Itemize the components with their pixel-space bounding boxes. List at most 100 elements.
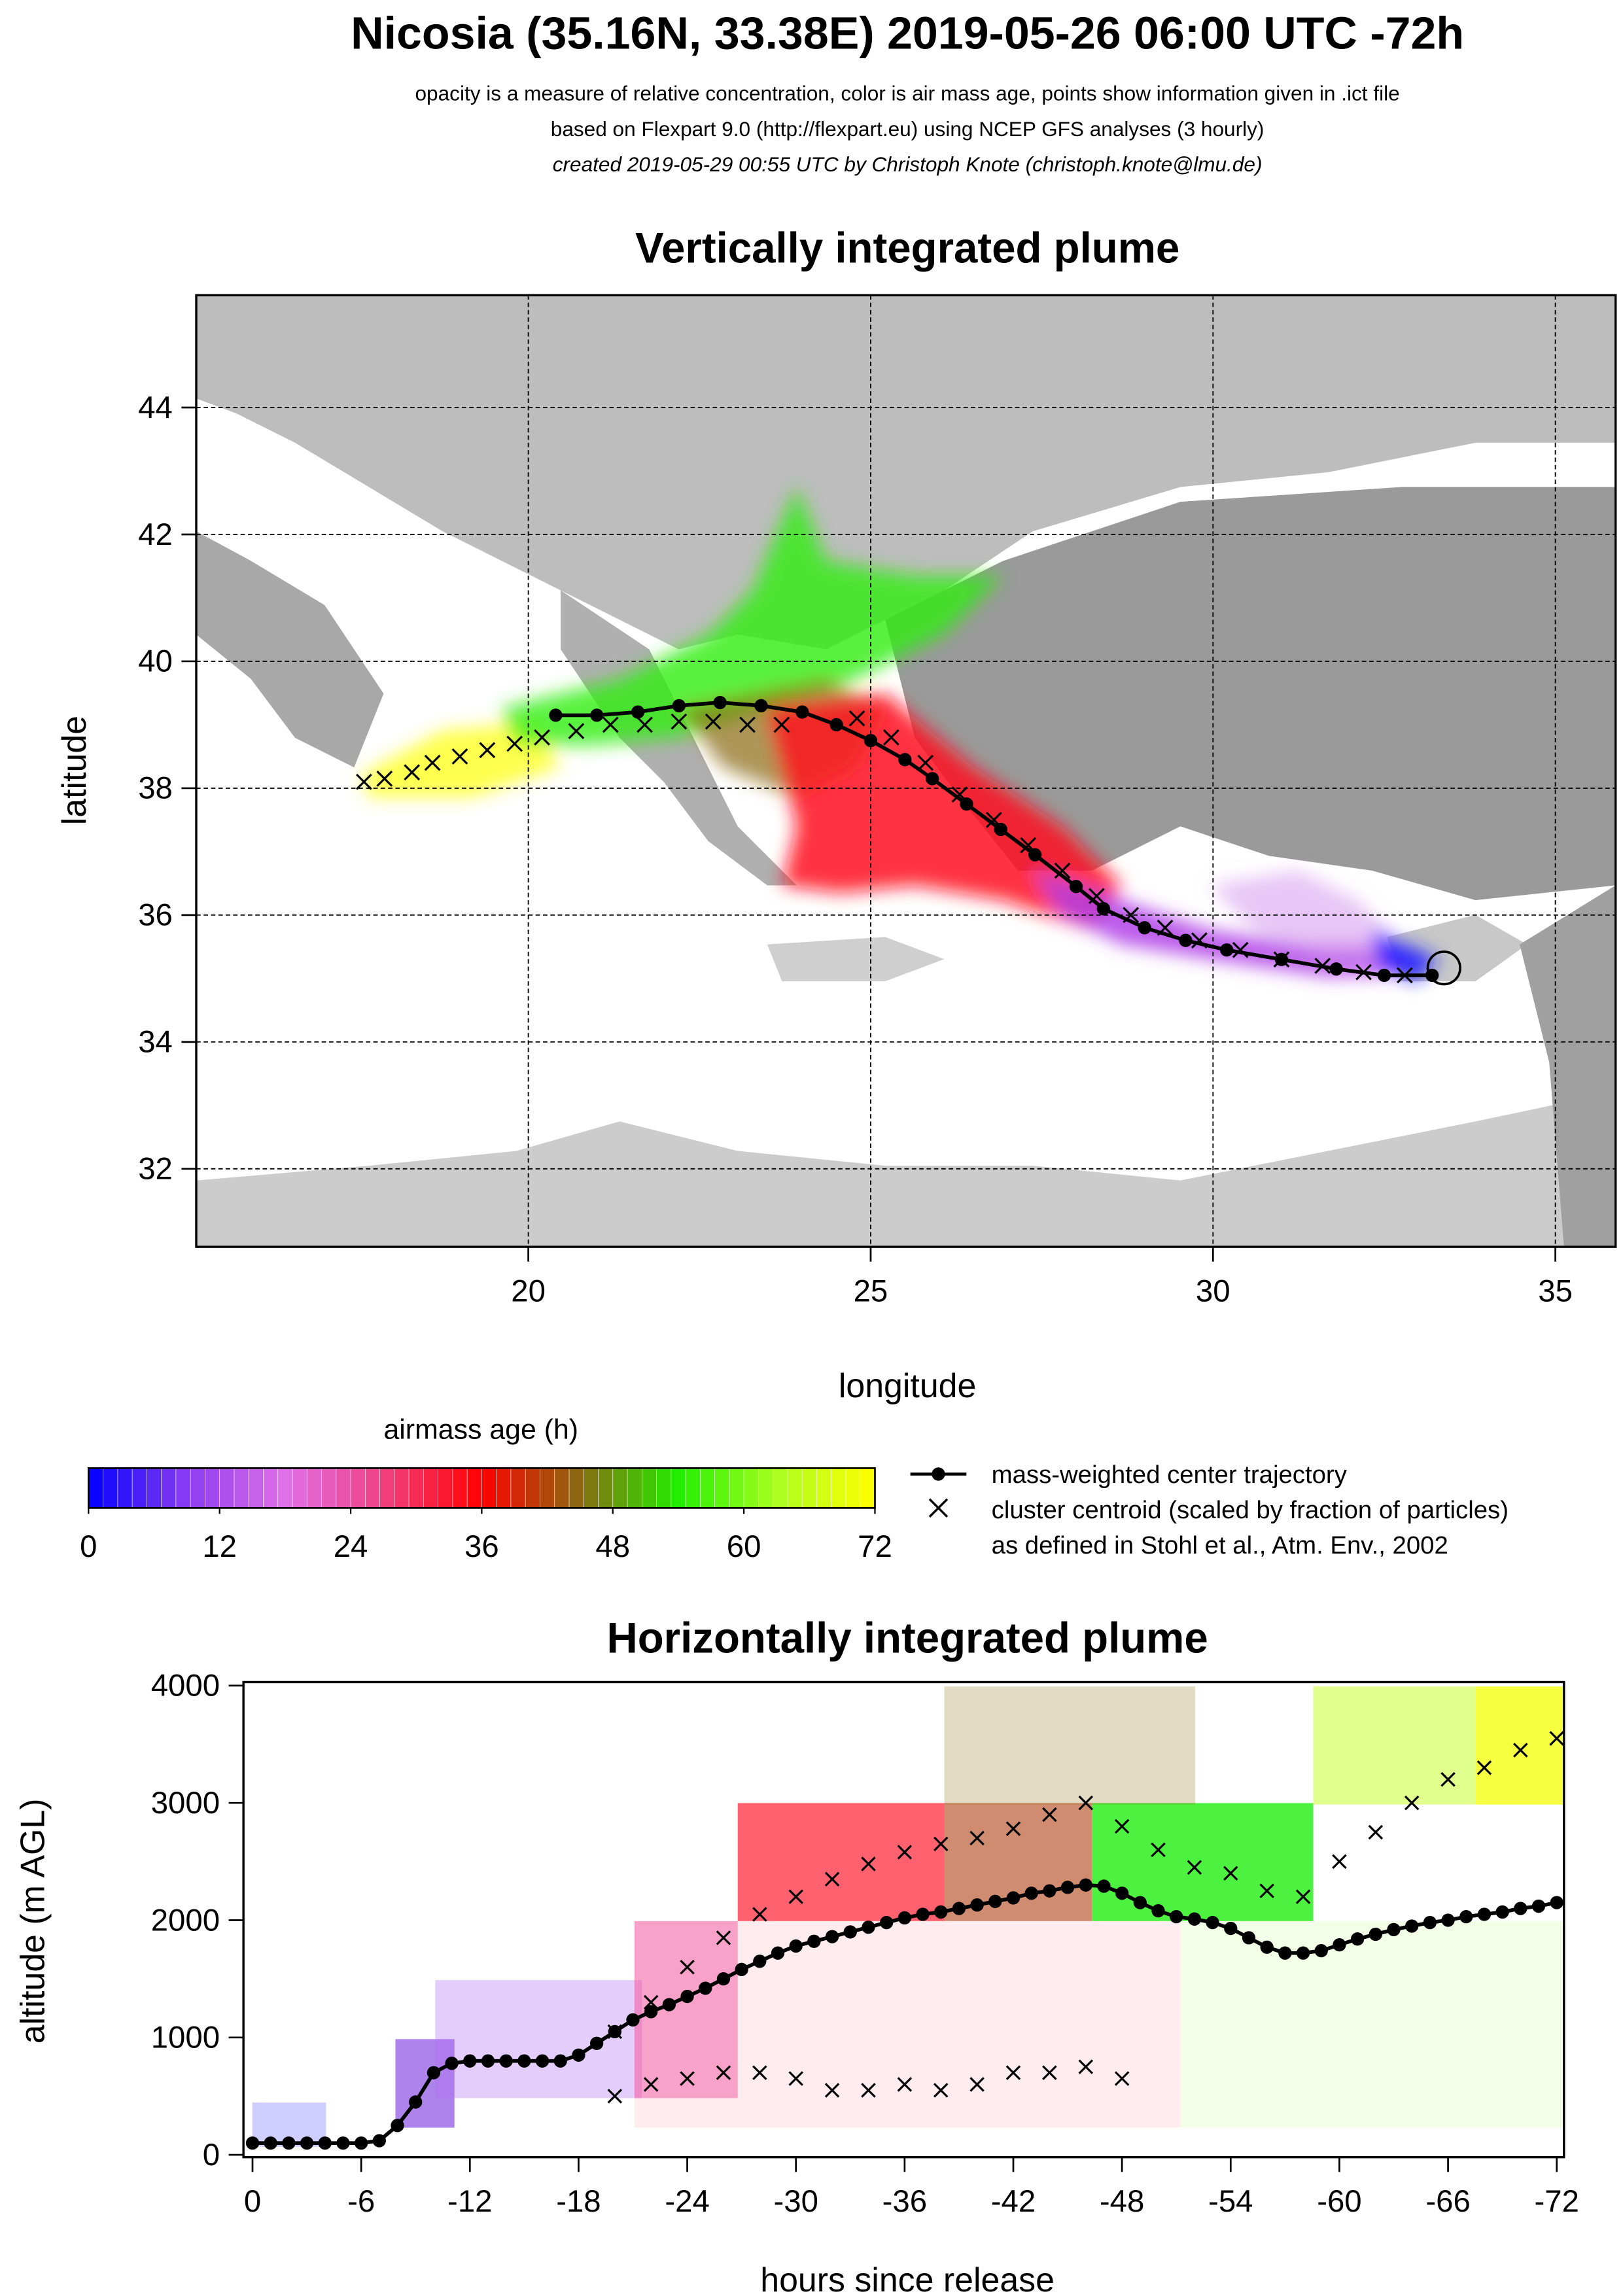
trajectory-point <box>1133 1896 1147 1909</box>
colorbar-cell <box>802 1468 818 1508</box>
cluster-centroid <box>705 713 722 730</box>
x-tick-label: -12 <box>447 2184 492 2219</box>
x-tick-label: -42 <box>991 2184 1036 2219</box>
trajectory-point <box>1477 1907 1492 1921</box>
colorbar-cell <box>773 1468 788 1508</box>
trajectory-point <box>735 1962 748 1976</box>
x-tick-label: -54 <box>1208 2184 1253 2219</box>
trajectory-point <box>391 2119 404 2132</box>
subtitle: created 2019-05-29 00:55 UTC by Christop… <box>553 152 1263 176</box>
colorbar-frame <box>87 1467 876 1509</box>
trajectory-point <box>282 2136 296 2150</box>
trajectory-point <box>716 1972 731 1986</box>
trajectory-point <box>445 2057 459 2070</box>
colorbar-cell <box>219 1468 235 1508</box>
y-tick-label: 3000 <box>151 1786 220 1820</box>
trajectory-point <box>952 1902 966 1915</box>
cluster-centroid <box>824 2083 840 2098</box>
cluster-centroid <box>1191 932 1208 949</box>
cluster-centroid <box>773 716 790 733</box>
trajectory-point <box>807 1934 821 1948</box>
y-tick-label: 0 <box>203 2138 220 2172</box>
y-tick-label: 40 <box>138 644 173 679</box>
trajectory-point <box>1069 880 1083 894</box>
trajectory-point <box>589 2036 604 2050</box>
cluster-centroid <box>404 764 421 781</box>
colorbar-cell <box>831 1468 846 1508</box>
colorbar-cell <box>481 1468 497 1508</box>
cluster-centroid <box>788 2071 803 2086</box>
cluster-centroid <box>969 1830 985 1846</box>
colorbar-cell <box>263 1468 279 1508</box>
colorbar-cell <box>452 1468 468 1508</box>
trajectory-point <box>753 1955 767 1968</box>
trajectory-point <box>1333 1938 1346 1952</box>
trajectory-point <box>1224 1921 1238 1936</box>
legend-label: as defined in Stohl et al., Atm. Env., 2… <box>992 1531 1448 1559</box>
cluster-centroid <box>1273 951 1290 968</box>
colorbar-cell <box>554 1468 570 1508</box>
cluster-centroid <box>739 716 756 733</box>
colorbar-cell <box>117 1468 133 1508</box>
trajectory-point <box>336 2136 350 2150</box>
cluster-centroid <box>1005 2065 1021 2080</box>
panel-title: Horizontally integrated plume <box>606 1614 1208 1661</box>
colorbar-cell <box>758 1468 774 1508</box>
subtitle: based on Flexpart 9.0 (http://flexpart.e… <box>551 117 1265 141</box>
trajectory-point <box>1043 1884 1056 1898</box>
cluster-centroid <box>643 2077 659 2092</box>
x-tick-label: -6 <box>347 2184 375 2219</box>
trajectory-point <box>699 1981 712 1995</box>
y-tick-label: 1000 <box>151 2021 220 2055</box>
colorbar-cell <box>292 1468 307 1508</box>
trajectory-point <box>517 2054 531 2068</box>
cluster-centroid <box>680 1959 695 1975</box>
legend: mass-weighted center trajectory cluster … <box>910 1461 1509 1559</box>
trajectory-point <box>1079 1878 1092 1892</box>
x-tick-label: 30 <box>1196 1274 1230 1309</box>
trajectory-point <box>843 1925 857 1939</box>
cluster-centroid <box>680 2071 695 2086</box>
colorbar-cell <box>642 1468 657 1508</box>
trajectory-point <box>1387 1922 1401 1936</box>
trajectory-point <box>300 2136 314 2150</box>
trajectory-point <box>754 699 768 712</box>
legend-label: mass-weighted center trajectory <box>992 1461 1348 1489</box>
x-tick-label: -30 <box>773 2184 818 2219</box>
colorbar-tick-label: 60 <box>727 1529 761 1564</box>
y-tick-label: 2000 <box>151 1903 220 1938</box>
cluster-centroid <box>1042 2065 1057 2080</box>
cluster-centroid <box>506 735 523 752</box>
trajectory-point <box>1296 1946 1310 1960</box>
cluster-centroid <box>969 2077 985 2092</box>
trajectory-point <box>1531 1899 1546 1913</box>
cluster-centroid <box>933 1836 949 1852</box>
colorbar-cell <box>175 1468 191 1508</box>
colorbar-cell <box>671 1468 686 1508</box>
trajectory-point <box>1495 1905 1509 1919</box>
cluster-centroid <box>917 754 934 771</box>
colorbar-cell <box>845 1468 861 1508</box>
trajectory-point <box>409 2095 423 2109</box>
trajectory-point <box>864 734 878 748</box>
cluster-centroid <box>752 1907 767 1922</box>
colorbar-cell <box>540 1468 555 1508</box>
trajectory-point <box>1179 933 1193 947</box>
trajectory-point <box>481 2054 495 2068</box>
colorbar-cell <box>496 1468 512 1508</box>
cluster-centroid <box>1404 1795 1420 1811</box>
trajectory-point <box>1138 921 1151 935</box>
x-axis-label: longitude <box>839 1366 977 1404</box>
cluster-centroid <box>1314 958 1331 974</box>
y-axis-label: latitude <box>55 716 93 825</box>
trajectory-point <box>631 705 645 719</box>
x-tick-label: -66 <box>1425 2184 1470 2219</box>
trajectory-point <box>626 2013 640 2027</box>
colorbar-cell <box>409 1468 425 1508</box>
trajectory-point <box>1514 1902 1527 1915</box>
trajectory-point <box>825 1930 839 1943</box>
cluster-centroid <box>1259 1883 1274 1898</box>
colorbar-cell <box>568 1468 584 1508</box>
trajectory-point <box>354 2136 368 2150</box>
plot-frame <box>242 1680 1565 2159</box>
